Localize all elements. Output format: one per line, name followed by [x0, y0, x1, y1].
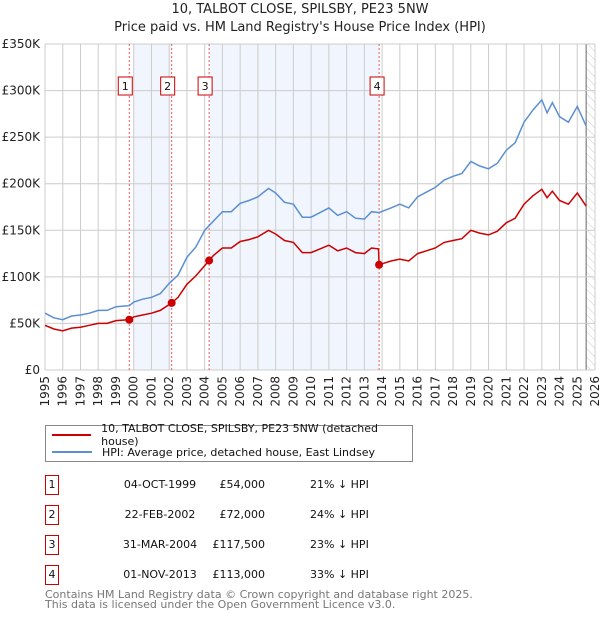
sale-price: £113,000	[212, 568, 266, 581]
sale-label: 3	[202, 80, 209, 93]
x-tick-label: 2012	[340, 376, 354, 407]
chart-title: 10, TALBOT CLOSE, SPILSBY, PE23 5NW	[171, 2, 429, 17]
y-tick-label: £100K	[2, 270, 42, 284]
forecast-hatch	[586, 44, 595, 370]
x-tick-label: 1995	[38, 376, 52, 407]
y-tick-label: £150K	[2, 223, 42, 237]
sale-date: 04-OCT-1999	[123, 478, 197, 491]
y-tick-label: £250K	[2, 130, 42, 144]
x-tick-label: 1999	[109, 376, 123, 407]
legend-item-property: 10, TALBOT CLOSE, SPILSBY, PE23 5NW (det…	[52, 422, 412, 448]
y-tick-label: £50K	[9, 316, 41, 330]
legend-label-hpi: HPI: Average price, detached house, East…	[102, 445, 376, 459]
x-tick-label: 2025	[570, 376, 584, 407]
sale-label: 4	[374, 80, 381, 93]
x-tick-label: 2001	[144, 376, 158, 407]
sale-point	[205, 256, 214, 265]
sale-marker-box: 3	[45, 535, 59, 555]
x-tick-label: 2019	[464, 376, 478, 407]
x-tick-label: 2023	[535, 376, 549, 407]
sale-price: £72,000	[219, 508, 266, 521]
sale-date: 22-FEB-2002	[124, 508, 196, 521]
x-tick-label: 2006	[233, 376, 247, 407]
legend-label-property: 10, TALBOT CLOSE, SPILSBY, PE23 5NW (det…	[101, 422, 379, 448]
x-tick-label: 2020	[482, 376, 496, 407]
sale-label-box	[160, 76, 176, 96]
sale-label: 2	[164, 80, 171, 93]
y-tick-label: £200K	[2, 177, 42, 191]
sale-label-box	[197, 76, 213, 96]
hpi-series-line	[44, 98, 587, 321]
x-tick-label: 1997	[73, 376, 87, 407]
sale-point	[125, 315, 134, 324]
property-series-line	[44, 188, 587, 332]
x-tick-label: 2010	[304, 376, 318, 407]
chart-subtitle: Price paid vs. HM Land Registry's House …	[114, 20, 486, 35]
x-tick-label: 2009	[286, 376, 300, 407]
x-tick-label: 2024	[553, 376, 567, 407]
x-tick-label: 2002	[162, 376, 176, 407]
x-tick-label: 2015	[393, 376, 407, 407]
sale-label-box	[117, 76, 133, 96]
x-tick-label: 2005	[215, 376, 229, 407]
y-tick-label: £300K	[2, 84, 42, 98]
x-tick-label: 2004	[198, 376, 212, 407]
x-tick-label: 1998	[91, 376, 105, 407]
x-tick-label: 2018	[446, 376, 460, 407]
x-tick-label: 2026	[588, 376, 600, 407]
x-tick-label: 2011	[322, 376, 336, 407]
x-tick-label: 2003	[180, 376, 194, 407]
x-tick-label: 2014	[375, 376, 389, 407]
legend-item-hpi: HPI: Average price, detached house, East…	[52, 444, 375, 460]
x-tick-label: 2021	[499, 376, 513, 407]
x-tick-label: 2013	[357, 376, 371, 407]
sale-marker-box: 1	[45, 475, 59, 495]
sale-date: 01-NOV-2013	[123, 568, 197, 581]
sale-marker-box: 4	[45, 565, 59, 585]
x-tick-label: 2022	[517, 376, 531, 407]
x-tick-label: 2008	[269, 376, 283, 407]
x-tick-label: 2007	[251, 376, 265, 407]
x-tick-label: 2017	[428, 376, 442, 407]
price-chart: £0 £50K £100K £150K £200K £250K £300K £350K 1995…	[2, 37, 600, 407]
legend-swatch-property	[52, 434, 92, 436]
x-tick-label: 2000	[127, 376, 141, 407]
x-tick-label: 2016	[411, 376, 425, 407]
shaded-band	[209, 44, 380, 370]
sale-marker-box: 2	[45, 505, 59, 525]
sale-label: 1	[122, 80, 129, 93]
sale-price: £54,000	[219, 478, 266, 491]
sale-hpi-diff: 21% ↓ HPI	[310, 478, 369, 491]
footer-licence: This data is licensed under the Open Gov…	[45, 598, 396, 611]
legend-swatch-hpi	[52, 451, 92, 453]
sale-point	[167, 298, 176, 307]
sale-hpi-diff: 33% ↓ HPI	[310, 568, 369, 581]
x-tick-label: 1996	[56, 376, 70, 407]
sale-point	[375, 260, 384, 269]
footer-copyright: Contains HM Land Registry data © Crown c…	[45, 588, 473, 601]
legend: 10, TALBOT CLOSE, SPILSBY, PE23 5NW (det…	[45, 422, 413, 462]
sale-hpi-diff: 24% ↓ HPI	[310, 508, 369, 521]
y-tick-label: £350K	[2, 37, 42, 51]
y-tick-label: £0	[25, 363, 40, 377]
sale-label-box	[369, 76, 385, 96]
sale-price: £117,500	[212, 538, 266, 551]
sale-hpi-diff: 23% ↓ HPI	[310, 538, 369, 551]
sale-date: 31-MAR-2004	[122, 538, 198, 551]
